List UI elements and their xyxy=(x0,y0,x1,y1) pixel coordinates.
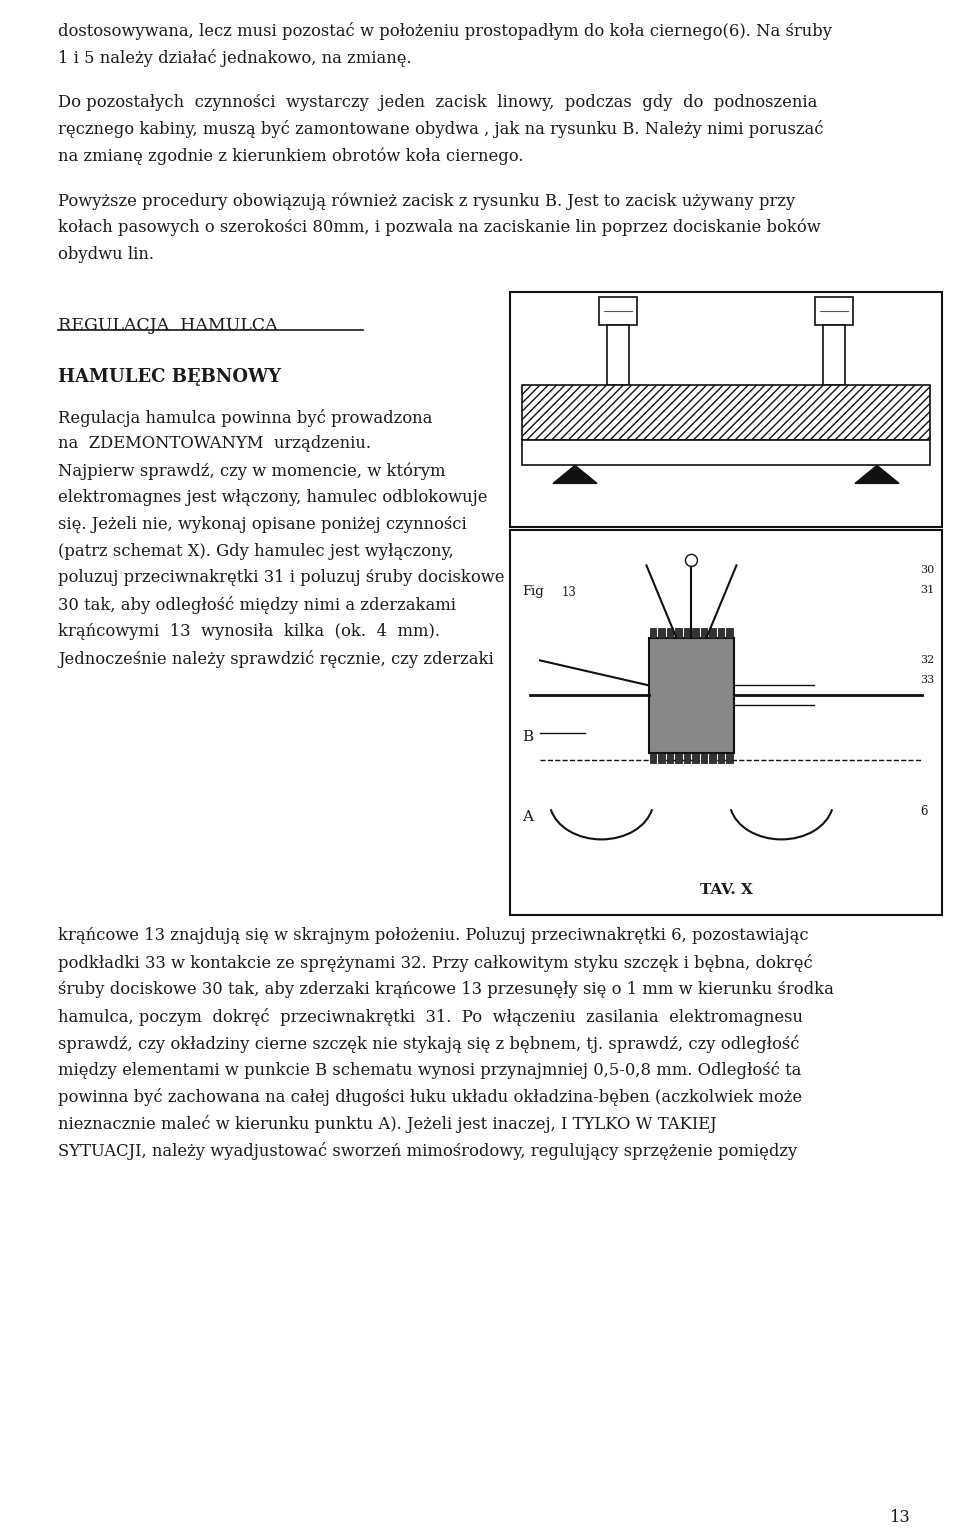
Text: podkładki 33 w kontakcie ze sprężynami 32. Przy całkowitym styku szczęk i bębna,: podkładki 33 w kontakcie ze sprężynami 3… xyxy=(58,954,813,973)
Text: na zmianę zgodnie z kierunkiem obrotów koła ciernego.: na zmianę zgodnie z kierunkiem obrotów k… xyxy=(58,148,523,164)
Text: 13: 13 xyxy=(889,1509,910,1526)
Text: TAV. X: TAV. X xyxy=(700,884,753,898)
Text: REGULACJA  HAMULCA: REGULACJA HAMULCA xyxy=(58,318,277,335)
Text: 30 tak, aby odległość między nimi a zderzakami: 30 tak, aby odległość między nimi a zder… xyxy=(58,596,456,615)
Text: Jednocześnie należy sprawdzić ręcznie, czy zderzaki: Jednocześnie należy sprawdzić ręcznie, c… xyxy=(58,650,493,667)
Bar xyxy=(607,326,629,386)
Bar xyxy=(510,292,942,527)
Text: SYTUACJI, należy wyadjustować sworzeń mimośrodowy, regulujący sprzężenie pomiędz: SYTUACJI, należy wyadjustować sworzeń mi… xyxy=(58,1142,797,1160)
Bar xyxy=(510,530,942,916)
Text: HAMULEC BĘBNOWY: HAMULEC BĘBNOWY xyxy=(58,369,281,386)
Text: obydwu lin.: obydwu lin. xyxy=(58,246,154,263)
Bar xyxy=(684,629,690,638)
Bar xyxy=(709,753,716,762)
Bar xyxy=(522,386,930,441)
Bar xyxy=(676,629,682,638)
Text: elektromagnes jest włączony, hamulec odblokowuje: elektromagnes jest włączony, hamulec odb… xyxy=(58,489,488,506)
Bar xyxy=(727,629,732,638)
Bar xyxy=(692,629,699,638)
Bar xyxy=(815,297,853,326)
Bar xyxy=(701,753,708,762)
Text: powinna być zachowana na całej długości łuku układu okładzina-bęben (aczkolwiek : powinna być zachowana na całej długości … xyxy=(58,1088,803,1107)
Text: 13: 13 xyxy=(562,587,577,599)
Bar xyxy=(727,753,732,762)
Bar xyxy=(718,629,725,638)
Text: Powyższe procedury obowiązują również zacisk z rysunku B. Jest to zacisk używany: Powyższe procedury obowiązują również za… xyxy=(58,192,795,209)
Text: 33: 33 xyxy=(920,675,934,686)
Bar xyxy=(650,753,657,762)
Bar xyxy=(709,629,716,638)
Text: krąńcowe 13 znajdują się w skrajnym położeniu. Poluzuj przeciwnakrętki 6, pozost: krąńcowe 13 znajdują się w skrajnym poło… xyxy=(58,927,808,944)
Bar xyxy=(667,629,674,638)
Bar xyxy=(659,629,665,638)
Bar xyxy=(650,629,657,638)
Bar xyxy=(701,629,708,638)
Text: hamulca, poczym  dokręć  przeciwnakrętki  31.  Po  włączeniu  zasilania  elektro: hamulca, poczym dokręć przeciwnakrętki 3… xyxy=(58,1008,803,1025)
Text: kołach pasowych o szerokości 80mm, i pozwala na zaciskanie lin poprzez dociskani: kołach pasowych o szerokości 80mm, i poz… xyxy=(58,218,821,237)
Bar xyxy=(692,753,699,762)
Bar xyxy=(676,753,682,762)
Text: (patrz schemat X). Gdy hamulec jest wyłączony,: (patrz schemat X). Gdy hamulec jest wyłą… xyxy=(58,543,454,559)
Bar xyxy=(823,326,845,386)
Text: Fig: Fig xyxy=(522,586,543,598)
Text: 32: 32 xyxy=(920,655,934,666)
Text: B: B xyxy=(522,730,533,744)
Text: 1 i 5 należy działać jednakowo, na zmianę.: 1 i 5 należy działać jednakowo, na zmian… xyxy=(58,49,412,66)
Bar xyxy=(659,753,665,762)
Text: śruby dociskowe 30 tak, aby zderzaki krąńcowe 13 przesunęły się o 1 mm w kierunk: śruby dociskowe 30 tak, aby zderzaki krą… xyxy=(58,981,834,998)
Text: 6: 6 xyxy=(920,805,927,818)
Text: nieznacznie maleć w kierunku punktu A). Jeżeli jest inaczej, I TYLKO W TAKIEJ: nieznacznie maleć w kierunku punktu A). … xyxy=(58,1114,716,1133)
Bar xyxy=(718,753,725,762)
Polygon shape xyxy=(553,466,597,484)
Text: krąńcowymi  13  wynosiła  kilka  (ok.  4  mm).: krąńcowymi 13 wynosiła kilka (ok. 4 mm). xyxy=(58,622,440,639)
Text: między elementami w punkcie B schematu wynosi przynajmniej 0,5-0,8 mm. Odległość: między elementami w punkcie B schematu w… xyxy=(58,1062,802,1079)
Text: sprawdź, czy okładziny cierne szczęk nie stykają się z bębnem, tj. sprawdź, czy : sprawdź, czy okładziny cierne szczęk nie… xyxy=(58,1034,800,1053)
Text: 30: 30 xyxy=(920,566,934,575)
Text: 31: 31 xyxy=(920,586,934,595)
Text: dostosowywana, lecz musi pozostać w położeniu prostopadłym do koła ciernego(6). : dostosowywana, lecz musi pozostać w poło… xyxy=(58,22,832,40)
Text: poluzuj przeciwnakrętki 31 i poluzuj śruby dociskowe: poluzuj przeciwnakrętki 31 i poluzuj śru… xyxy=(58,569,505,586)
Text: na  ZDEMONTOWANYM  urządzeniu.: na ZDEMONTOWANYM urządzeniu. xyxy=(58,435,371,452)
Text: się. Jeżeli nie, wykonaj opisane poniżej czynności: się. Jeżeli nie, wykonaj opisane poniżej… xyxy=(58,516,467,533)
Bar xyxy=(599,297,637,326)
Bar xyxy=(649,638,734,753)
Text: Regulacja hamulca powinna być prowadzona: Regulacja hamulca powinna być prowadzona xyxy=(58,409,432,427)
Text: ręcznego kabiny, muszą być zamontowane obydwa , jak na rysunku B. Należy nimi po: ręcznego kabiny, muszą być zamontowane o… xyxy=(58,120,824,138)
Text: A: A xyxy=(522,810,533,824)
Bar xyxy=(684,753,690,762)
Text: Najpierw sprawdź, czy w momencie, w którym: Najpierw sprawdź, czy w momencie, w któr… xyxy=(58,463,445,480)
Bar xyxy=(667,753,674,762)
Text: Do pozostałych  czynności  wystarczy  jeden  zacisk  linowy,  podczas  gdy  do  : Do pozostałych czynności wystarczy jeden… xyxy=(58,94,817,111)
Circle shape xyxy=(685,555,697,567)
Bar xyxy=(522,441,930,466)
Polygon shape xyxy=(855,466,899,484)
